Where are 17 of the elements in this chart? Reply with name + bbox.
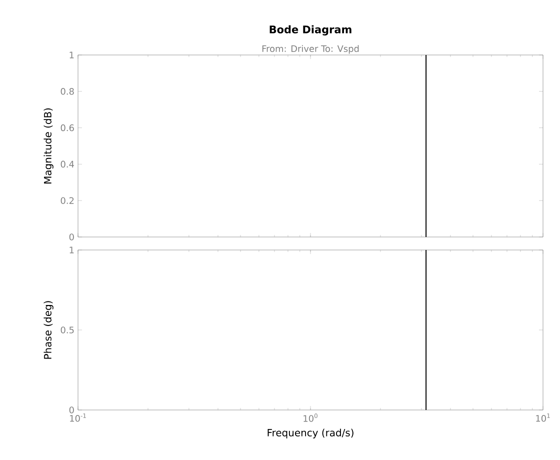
y-axis-title: Magnitude (dB) [44, 108, 54, 184]
y-tick-label: 0.5 [60, 326, 74, 334]
y-tick-label: 0.6 [60, 124, 74, 132]
chart-title: Bode Diagram [270, 25, 352, 36]
x-axis-title: Frequency (rad/s) [268, 428, 354, 438]
y-tick-label: 0 [69, 406, 74, 414]
chart-subtitle: From: Driver To: Vspd [262, 45, 359, 54]
y-axis-title: Phase (deg) [44, 301, 54, 359]
x-tick-label: 10$^{0}$ [304, 414, 318, 422]
y-tick-label: 1 [70, 52, 74, 58]
y-tick-label: 0.2 [60, 197, 74, 204]
y-tick-label: 1 [70, 246, 74, 254]
y-tick-label: 0 [69, 234, 74, 240]
y-tick-label: 0.4 [60, 160, 74, 168]
x-tick-label: 10$^{1}$ [536, 414, 550, 422]
y-tick-label: 0.8 [60, 88, 74, 95]
x-tick-label: 10$^{-1}$ [70, 414, 86, 422]
